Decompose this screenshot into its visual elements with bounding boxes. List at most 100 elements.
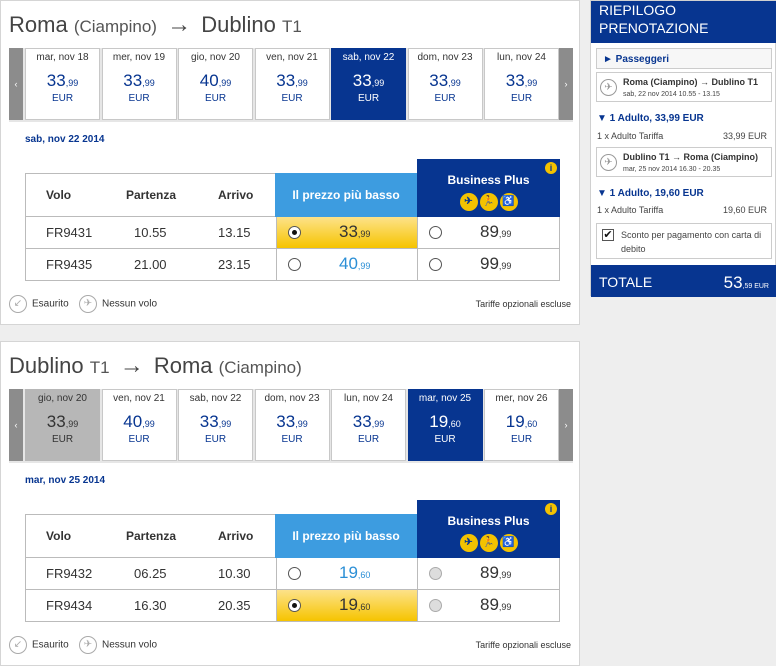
- date-price: 33,99: [46, 412, 79, 431]
- date-option[interactable]: mar, nov 18 33,99 EUR: [25, 48, 100, 120]
- date-currency: EUR: [357, 93, 380, 104]
- business-plus-title: Business Plus: [447, 514, 530, 528]
- date-price: 40,99: [123, 412, 155, 431]
- flight-arr: 10.30: [218, 566, 251, 581]
- summary-inbound-fare-amount: 19,60 EUR: [722, 205, 767, 215]
- lowest-fare-option[interactable]: 19,60: [276, 590, 418, 621]
- table-header: Volo Partenza Arrivo: [25, 514, 276, 558]
- fare-radio[interactable]: [288, 226, 301, 239]
- legend-sold-out-label: Esaurito: [32, 298, 69, 310]
- column-header-volo: Volo: [46, 188, 72, 202]
- business-plus-title: Business Plus: [447, 173, 530, 187]
- date-option[interactable]: sab, nov 22 33,99 EUR: [331, 48, 406, 120]
- date-option[interactable]: lun, nov 24 33,99 EUR: [484, 48, 559, 120]
- outbound-next-dates-button[interactable]: ›: [559, 48, 573, 120]
- summary-outbound-fare-amount: 33,99 EUR: [722, 131, 767, 141]
- date-currency: EUR: [357, 434, 380, 445]
- sold-out-icon: ↙: [9, 636, 27, 654]
- business-plus-option[interactable]: 99,99: [418, 249, 560, 280]
- table-header: Volo Partenza Arrivo: [25, 173, 276, 217]
- date-option[interactable]: lun, nov 24 33,99 EUR: [331, 389, 406, 461]
- date-option[interactable]: ven, nov 21 33,99 EUR: [254, 48, 330, 120]
- date-option[interactable]: mer, nov 19 33,99 EUR: [101, 48, 177, 120]
- date-label: mer, nov 26: [495, 393, 548, 404]
- fare-radio[interactable]: [429, 258, 442, 271]
- optional-fees-note: Tariffe opzionali escluse: [475, 640, 571, 650]
- destination-city: Roma: [153, 353, 213, 378]
- date-option[interactable]: dom, nov 23 33,99 EUR: [407, 48, 483, 120]
- inbound-flight-table: Volo Partenza Arrivo Il prezzo più basso Bus…: [25, 500, 560, 622]
- date-currency: EUR: [510, 93, 533, 104]
- info-icon[interactable]: i: [545, 162, 557, 174]
- business-plus-option[interactable]: 89,99: [418, 217, 560, 248]
- date-label: lun, nov 24: [497, 52, 546, 63]
- lowest-fare-option[interactable]: 33,99: [276, 217, 418, 248]
- legend-sold-out-label: Esaurito: [32, 639, 69, 651]
- outbound-date-carousel: ‹ mar, nov 18 33,99 EUR mer, nov 19 33,99 EUR…: [9, 48, 573, 122]
- flight-arr: 20.35: [218, 598, 251, 613]
- outbound-prev-dates-button[interactable]: ‹: [9, 48, 23, 120]
- booking-summary: RIEPILOGO PRENOTAZIONE ► Passeggeri ✈ Ro…: [590, 0, 776, 297]
- lowest-fare-option[interactable]: 19,60: [276, 558, 418, 589]
- lowest-fare-price: 40,99: [339, 254, 371, 273]
- fare-radio[interactable]: [429, 226, 442, 239]
- total-bar: TOTALE 53,59 EUR: [591, 265, 776, 297]
- route-arrow: →: [119, 352, 144, 379]
- date-label: ven, nov 21: [266, 52, 318, 63]
- column-header-arrivo: Arrivo: [218, 188, 254, 202]
- outbound-selected-date: sab, nov 22 2014: [25, 134, 105, 145]
- inbound-prev-dates-button[interactable]: ‹: [9, 389, 23, 461]
- date-option[interactable]: sab, nov 22 33,99 EUR: [178, 389, 253, 461]
- flight-dep: 16.30: [134, 598, 167, 613]
- date-price: 33,99: [429, 71, 461, 90]
- destination-city: Dublino: [201, 12, 276, 37]
- date-price: 33,99: [276, 412, 308, 431]
- date-currency: EUR: [204, 93, 227, 104]
- business-plus-header: Business Plus ✈ 🏃 ♿ i: [417, 159, 560, 217]
- date-currency: EUR: [434, 93, 456, 104]
- date-option[interactable]: mar, nov 25 19,60 EUR: [407, 389, 483, 461]
- summary-title-line2: PRENOTAZIONE: [599, 20, 709, 36]
- inbound-selected-date: mar, nov 25 2014: [25, 475, 106, 486]
- lowest-price-header: Il prezzo più basso: [275, 514, 417, 558]
- date-option[interactable]: gio, nov 20 40,99 EUR: [178, 48, 253, 120]
- fast-track-icon: 🏃: [479, 534, 498, 552]
- leg-route: Dublino T1 → Roma (Ciampino): [623, 152, 758, 162]
- date-option[interactable]: gio, nov 20 33,99 EUR: [25, 389, 100, 461]
- table-row: FR9432 06.25 10.30 19,60 89,99: [25, 558, 560, 590]
- fare-radio[interactable]: [288, 599, 301, 612]
- fare-radio: [429, 599, 442, 612]
- date-currency: EUR: [434, 434, 456, 445]
- date-option[interactable]: mer, nov 26 19,60 EUR: [484, 389, 559, 461]
- table-row: FR9431 10.55 13.15 33,99 89,99: [25, 217, 560, 249]
- outbound-route-title: Roma (Ciampino) → Dublino T1: [9, 11, 302, 39]
- summary-title: RIEPILOGO PRENOTAZIONE: [591, 1, 776, 43]
- passengers-toggle[interactable]: ► Passeggeri: [596, 48, 772, 69]
- legend-sold-out: ↙ Esaurito: [9, 295, 69, 313]
- summary-inbound-adult-toggle[interactable]: ▼ 1 Adulto, 19,60 EUR: [597, 188, 704, 199]
- inbound-next-dates-button[interactable]: ›: [559, 389, 573, 461]
- fare-radio[interactable]: [288, 258, 301, 271]
- total-amount: 53,59 EUR: [723, 273, 769, 292]
- discount-checkbox[interactable]: ✔: [602, 229, 614, 241]
- date-currency: EUR: [51, 434, 74, 445]
- lowest-fare-price: 19,60: [339, 563, 371, 582]
- summary-outbound-leg: ✈ Roma (Ciampino) → Dublino T1 sab, 22 n…: [596, 72, 772, 102]
- date-option[interactable]: ven, nov 21 40,99 EUR: [101, 389, 177, 461]
- destination-airport: T1: [281, 17, 302, 36]
- date-currency: EUR: [281, 93, 303, 104]
- info-icon[interactable]: i: [545, 503, 557, 515]
- fare-radio[interactable]: [288, 567, 301, 580]
- date-price: 33,99: [123, 71, 155, 90]
- column-header-partenza: Partenza: [126, 529, 177, 543]
- no-flight-icon: ✈: [79, 295, 97, 313]
- business-plus-icons: ✈ 🏃 ♿: [417, 532, 560, 552]
- date-option[interactable]: dom, nov 23 33,99 EUR: [254, 389, 330, 461]
- summary-outbound-adult-toggle[interactable]: ▼ 1 Adulto, 33,99 EUR: [597, 113, 704, 124]
- date-currency: EUR: [128, 434, 150, 445]
- origin-city: Roma: [9, 12, 68, 37]
- destination-airport: (Ciampino): [218, 358, 302, 377]
- lowest-fare-option[interactable]: 40,99: [276, 249, 418, 280]
- flight-dep: 21.00: [134, 257, 167, 272]
- date-price: 33,99: [505, 71, 538, 90]
